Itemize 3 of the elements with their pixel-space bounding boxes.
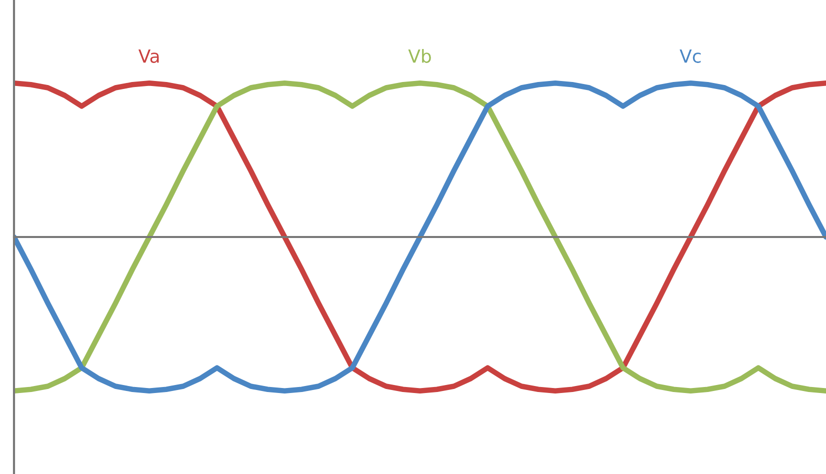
series-label: Vc	[680, 50, 701, 63]
series-label: Va	[138, 50, 159, 63]
series-label: Vb	[408, 48, 431, 63]
